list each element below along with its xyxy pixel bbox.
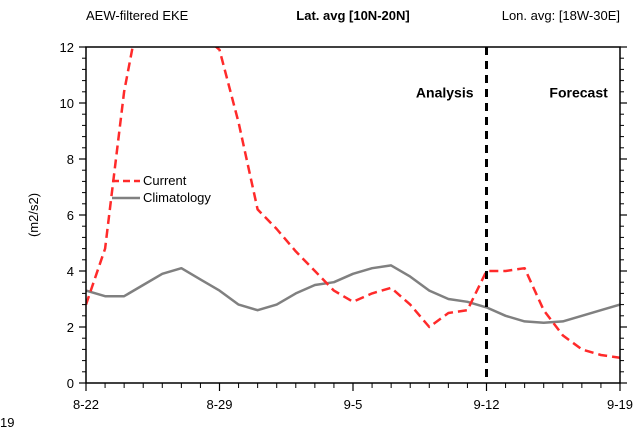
title-right: Lon. avg: [18W-30E] — [502, 8, 620, 23]
series-line-climatology — [86, 264, 620, 325]
series-layer — [86, 47, 620, 360]
annotation-analysis: Analysis — [416, 84, 474, 100]
title-left: AEW-filtered EKE — [86, 8, 189, 23]
x-tick-label: 9-12 — [473, 397, 499, 412]
title-center: Lat. avg [10N-20N] — [296, 8, 409, 23]
legend: Current Climatology — [112, 173, 211, 205]
x-tick-label: 9-5 — [344, 397, 363, 412]
y-tick-label: 8 — [67, 152, 74, 167]
left-edge-label: 19 — [0, 415, 14, 430]
tick-marks — [79, 46, 627, 391]
y-tick-label: 0 — [67, 376, 74, 391]
series-line-current — [86, 47, 620, 360]
y-tick-label: 2 — [67, 320, 74, 335]
y-tick-label: 4 — [67, 264, 74, 279]
annotation-forecast: Forecast — [549, 84, 608, 100]
tick-labels: 0 2 4 6 8 10 12 8-22 8-29 9-5 9-12 9-19 — [60, 40, 633, 412]
x-tick-label: 8-22 — [73, 397, 99, 412]
legend-label-climatology: Climatology — [143, 190, 211, 205]
y-tick-label: 6 — [67, 208, 74, 223]
y-tick-label: 10 — [60, 96, 74, 111]
plot-frame — [85, 46, 621, 384]
legend-label-current: Current — [143, 173, 187, 188]
x-tick-label: 9-19 — [607, 397, 633, 412]
y-axis-label: (m2/s2) — [26, 193, 41, 237]
y-tick-label: 12 — [60, 40, 74, 55]
x-tick-label: 8-29 — [206, 397, 232, 412]
